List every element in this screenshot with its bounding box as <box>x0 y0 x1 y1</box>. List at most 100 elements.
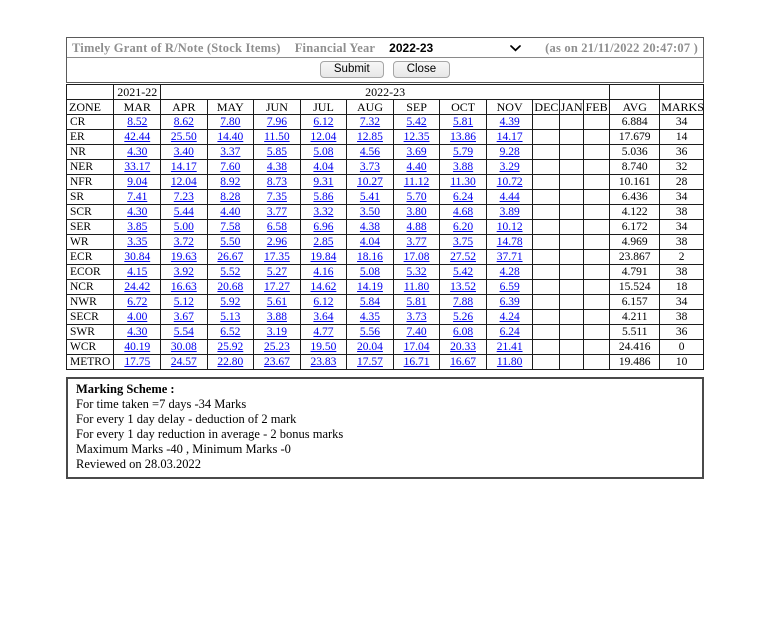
month-value-link[interactable]: 12.04 <box>310 131 337 143</box>
month-value-link[interactable]: 18.16 <box>357 251 383 263</box>
month-value-link[interactable]: 4.38 <box>266 161 287 173</box>
month-value-link[interactable]: 3.92 <box>173 266 194 278</box>
month-value-link[interactable]: 6.39 <box>499 296 520 308</box>
month-value-link[interactable]: 6.12 <box>313 296 334 308</box>
month-value-link[interactable]: 27.52 <box>450 251 477 263</box>
month-value-link[interactable]: 4.68 <box>453 206 474 218</box>
month-value-link[interactable]: 5.54 <box>173 326 194 338</box>
month-value-link[interactable]: 10.72 <box>496 176 523 188</box>
month-value-link[interactable]: 23.67 <box>263 356 290 368</box>
month-value-link[interactable]: 3.88 <box>453 161 474 173</box>
month-value-link[interactable]: 9.31 <box>313 176 334 188</box>
month-value-link[interactable]: 12.85 <box>357 131 383 143</box>
month-value-link[interactable]: 8.62 <box>173 116 194 128</box>
month-value-link[interactable]: 3.50 <box>359 206 381 218</box>
month-value-link[interactable]: 4.04 <box>359 236 381 248</box>
month-value-link[interactable]: 19.84 <box>310 251 337 263</box>
month-value-link[interactable]: 5.44 <box>173 206 194 218</box>
month-value-link[interactable]: 16.71 <box>403 356 430 368</box>
month-value-link[interactable]: 11.12 <box>403 176 430 188</box>
month-value-link[interactable]: 4.24 <box>499 311 520 323</box>
month-value-link[interactable]: 10.27 <box>357 176 383 188</box>
month-value-link[interactable]: 4.39 <box>499 116 520 128</box>
month-value-link[interactable]: 4.38 <box>359 221 381 233</box>
month-value-link[interactable]: 13.86 <box>450 131 477 143</box>
month-value-link[interactable]: 10.12 <box>496 221 523 233</box>
month-value-link[interactable]: 5.52 <box>220 266 241 278</box>
month-value-link[interactable]: 3.72 <box>173 236 194 248</box>
month-value-link[interactable]: 4.30 <box>127 146 148 158</box>
month-value-link[interactable]: 4.16 <box>313 266 334 278</box>
month-value-link[interactable]: 5.50 <box>220 236 241 248</box>
month-value-link[interactable]: 6.96 <box>313 221 334 233</box>
month-value-link[interactable]: 3.32 <box>313 206 334 218</box>
month-value-link[interactable]: 3.73 <box>359 161 381 173</box>
month-value-link[interactable]: 7.80 <box>220 116 241 128</box>
month-value-link[interactable]: 5.81 <box>406 296 427 308</box>
month-value-link[interactable]: 3.77 <box>266 206 287 218</box>
month-value-link[interactable]: 16.63 <box>170 281 197 293</box>
month-value-link[interactable]: 33.17 <box>124 161 151 173</box>
month-value-link[interactable]: 5.61 <box>266 296 287 308</box>
month-value-link[interactable]: 17.08 <box>403 251 430 263</box>
month-value-link[interactable]: 4.30 <box>127 326 148 338</box>
month-value-link[interactable]: 3.19 <box>266 326 287 338</box>
month-value-link[interactable]: 11.50 <box>264 131 290 143</box>
month-value-link[interactable]: 7.60 <box>220 161 241 173</box>
month-value-link[interactable]: 25.50 <box>170 131 197 143</box>
month-value-link[interactable]: 17.27 <box>263 281 290 293</box>
month-value-link[interactable]: 25.92 <box>217 341 244 353</box>
month-value-link[interactable]: 6.52 <box>220 326 241 338</box>
month-value-link[interactable]: 7.40 <box>406 326 427 338</box>
month-value-link[interactable]: 7.23 <box>173 191 194 203</box>
month-value-link[interactable]: 8.73 <box>266 176 287 188</box>
month-value-link[interactable]: 21.41 <box>496 341 523 353</box>
month-value-link[interactable]: 5.42 <box>406 116 427 128</box>
month-value-link[interactable]: 7.41 <box>127 191 148 203</box>
month-value-link[interactable]: 4.40 <box>406 161 427 173</box>
month-value-link[interactable]: 20.04 <box>357 341 383 353</box>
month-value-link[interactable]: 5.08 <box>313 146 334 158</box>
month-value-link[interactable]: 7.58 <box>220 221 241 233</box>
month-value-link[interactable]: 3.77 <box>406 236 427 248</box>
month-value-link[interactable]: 5.13 <box>220 311 241 323</box>
month-value-link[interactable]: 12.04 <box>170 176 197 188</box>
month-value-link[interactable]: 3.29 <box>499 161 520 173</box>
month-value-link[interactable]: 8.92 <box>220 176 241 188</box>
month-value-link[interactable]: 7.35 <box>266 191 287 203</box>
month-value-link[interactable]: 14.78 <box>496 236 523 248</box>
month-value-link[interactable]: 3.80 <box>406 206 427 218</box>
month-value-link[interactable]: 5.32 <box>406 266 427 278</box>
month-value-link[interactable]: 24.57 <box>170 356 197 368</box>
month-value-link[interactable]: 5.12 <box>173 296 194 308</box>
month-value-link[interactable]: 6.72 <box>127 296 148 308</box>
month-value-link[interactable]: 19.50 <box>310 341 337 353</box>
month-value-link[interactable]: 3.35 <box>127 236 148 248</box>
month-value-link[interactable]: 3.40 <box>173 146 194 158</box>
month-value-link[interactable]: 30.08 <box>170 341 197 353</box>
month-value-link[interactable]: 23.83 <box>310 356 337 368</box>
month-value-link[interactable]: 42.44 <box>124 131 151 143</box>
month-value-link[interactable]: 40.19 <box>124 341 151 353</box>
month-value-link[interactable]: 4.28 <box>499 266 520 278</box>
month-value-link[interactable]: 3.69 <box>406 146 427 158</box>
month-value-link[interactable]: 14.62 <box>310 281 337 293</box>
month-value-link[interactable]: 5.00 <box>173 221 194 233</box>
month-value-link[interactable]: 17.04 <box>403 341 430 353</box>
month-value-link[interactable]: 8.52 <box>127 116 148 128</box>
month-value-link[interactable]: 5.56 <box>359 326 381 338</box>
month-value-link[interactable]: 26.67 <box>217 251 244 263</box>
month-value-link[interactable]: 4.77 <box>313 326 334 338</box>
month-value-link[interactable]: 3.67 <box>173 311 194 323</box>
month-value-link[interactable]: 3.88 <box>266 311 287 323</box>
month-value-link[interactable]: 4.56 <box>359 146 381 158</box>
month-value-link[interactable]: 3.37 <box>220 146 241 158</box>
month-value-link[interactable]: 5.92 <box>220 296 241 308</box>
financial-year-select[interactable]: 2022-23 <box>387 40 524 56</box>
month-value-link[interactable]: 6.59 <box>499 281 520 293</box>
month-value-link[interactable]: 11.80 <box>496 356 523 368</box>
month-value-link[interactable]: 7.88 <box>453 296 474 308</box>
month-value-link[interactable]: 6.24 <box>499 326 520 338</box>
month-value-link[interactable]: 9.04 <box>127 176 148 188</box>
month-value-link[interactable]: 5.41 <box>359 191 381 203</box>
